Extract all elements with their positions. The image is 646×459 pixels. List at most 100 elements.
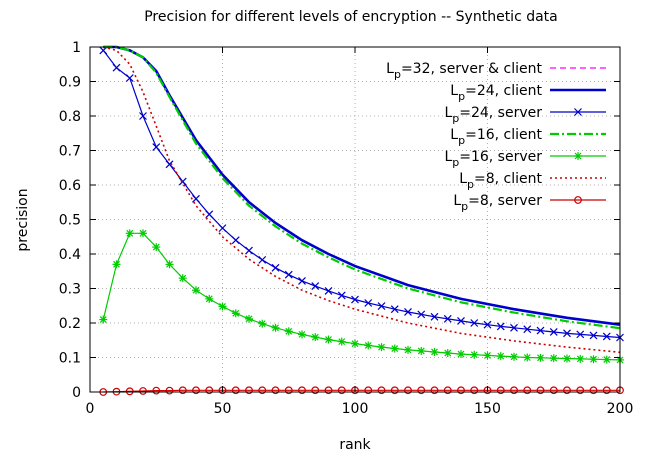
data-point [205,386,214,395]
data-point [205,294,214,303]
data-point [364,386,373,395]
legend-entry: Lp=8, client [459,171,606,191]
data-point [364,299,373,307]
data-point [139,112,147,120]
data-point [205,210,214,219]
data-point [496,352,505,361]
data-point [351,339,359,348]
data-point [404,345,412,354]
data-point [298,330,306,339]
data-point [417,386,426,395]
grid [90,47,620,392]
series-line [103,45,621,326]
series-line [103,389,620,393]
data-point [404,308,412,316]
data-point [324,335,333,344]
data-point [523,386,532,395]
data-point [271,386,280,395]
y-tick-label: 0.1 [59,351,81,367]
data-point [377,302,386,311]
data-point [298,276,306,285]
data-point [443,349,452,358]
data-point [589,386,598,395]
data-point [271,323,280,332]
data-point [576,354,585,363]
data-point [112,63,121,72]
series-3 [99,46,624,342]
data-point [284,270,293,279]
data-point [245,314,253,323]
data-point [563,354,571,363]
data-point [576,386,585,395]
legend-label: Lp=16, server [444,149,542,169]
data-point [178,386,187,395]
data-point [576,330,585,339]
legend-entry: Lp=16, client [450,127,606,147]
series-2 [103,45,621,326]
data-point [510,323,518,332]
data-point [443,314,452,323]
data-point [271,263,280,272]
legend-label: Lp=32, server & client [386,61,542,81]
data-point [390,386,399,395]
data-point [483,320,492,329]
data-point [457,386,465,395]
data-point [430,347,439,356]
data-point [589,331,598,340]
data-point [192,286,200,295]
x-tick-label: 100 [342,401,369,417]
data-point [364,341,373,350]
data-point [377,386,386,395]
data-point [324,386,333,395]
y-tick-label: 0.2 [59,316,81,332]
series-line [102,232,621,361]
y-tick-label: 0 [72,385,81,401]
data-point [417,310,426,319]
data-point [258,255,267,264]
data-point [231,386,240,395]
data-point [231,309,240,318]
x-tick-label: 150 [474,401,501,417]
data-point [165,160,174,169]
data-point [523,353,532,362]
series-5 [99,229,624,364]
data-point [510,352,518,361]
data-point [536,326,545,335]
data-point [549,354,558,363]
data-point [99,46,108,55]
data-point [125,229,134,238]
y-axis-label: precision [15,188,31,251]
data-point [457,350,465,359]
data-point [152,143,161,151]
data-point [139,229,147,238]
data-point [602,355,611,364]
data-point [218,302,227,311]
data-point [470,350,479,359]
data-point [178,274,187,283]
data-point [324,286,333,295]
data-point [337,386,346,395]
legend-entry: Lp=8, server [453,193,606,213]
data-point [231,236,240,245]
data-point [430,312,439,321]
data-point [417,346,426,355]
y-tick-label: 0.3 [59,282,81,298]
data-point [284,327,293,336]
data-point [536,386,545,395]
x-tick-label: 200 [607,401,634,417]
data-point [311,386,320,395]
data-point [284,386,293,395]
series-4 [103,45,621,330]
data-point [192,386,200,395]
data-point [351,295,359,304]
series-1 [103,46,621,326]
data-point [311,282,320,291]
data-point [165,386,174,395]
data-point [510,386,518,395]
x-tick-label: 0 [86,401,95,417]
data-point [574,152,582,160]
series-6 [103,46,621,354]
data-point [337,337,346,346]
data-point [496,322,505,331]
